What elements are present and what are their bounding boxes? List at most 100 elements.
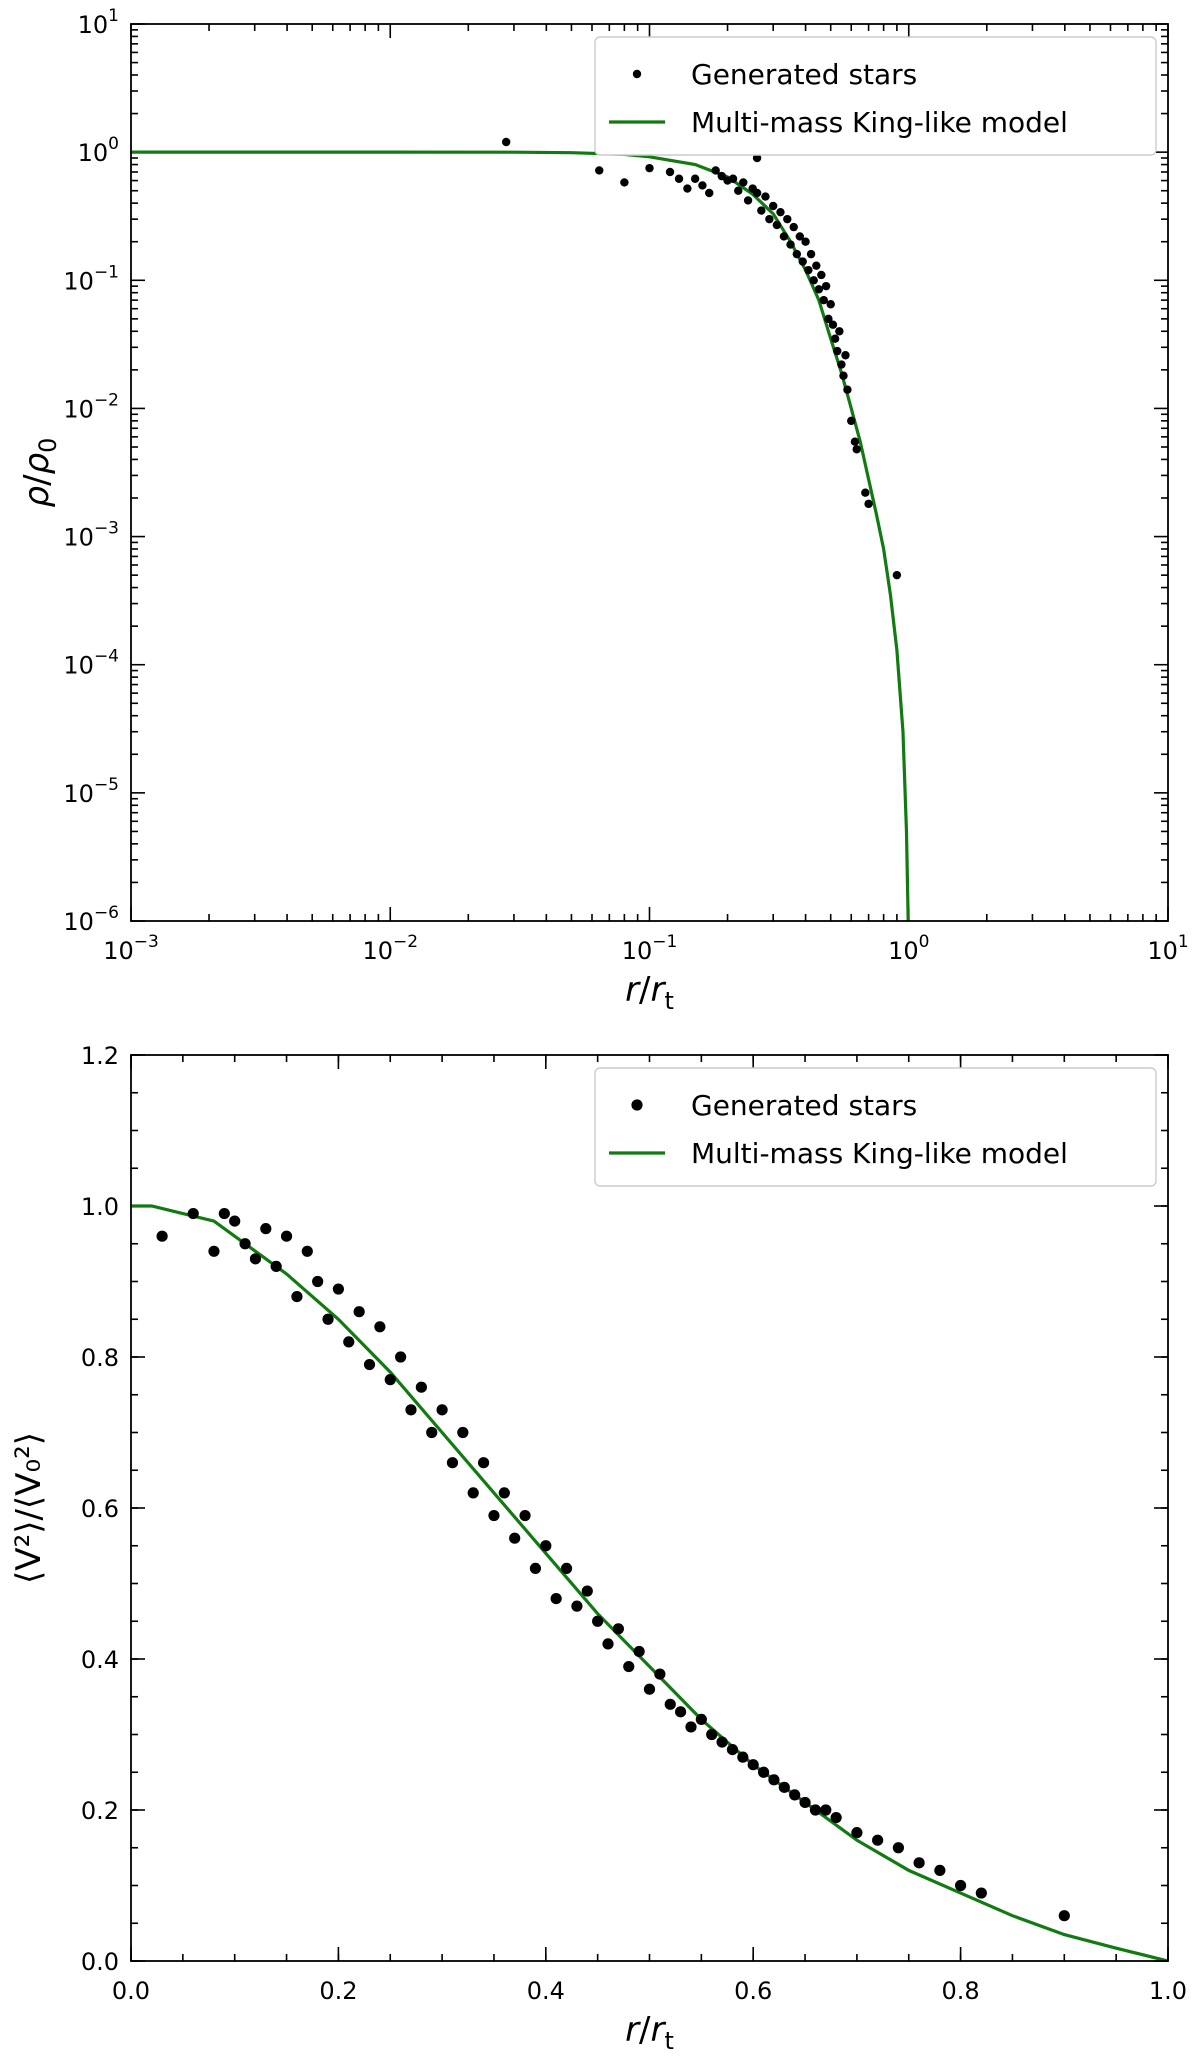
plot-area bbox=[131, 1204, 1168, 1961]
star-point bbox=[768, 201, 778, 211]
star-point bbox=[156, 1230, 168, 1242]
star-point bbox=[795, 232, 805, 241]
star-point bbox=[841, 351, 850, 360]
star-point bbox=[249, 1253, 262, 1265]
star-point bbox=[363, 1358, 376, 1371]
y-tick-label: 10−5 bbox=[63, 775, 119, 808]
star-point bbox=[726, 1744, 739, 1756]
star-point bbox=[280, 1230, 293, 1242]
star-point bbox=[734, 186, 743, 195]
star-point bbox=[602, 1638, 614, 1650]
star-point bbox=[835, 327, 844, 336]
star-point bbox=[322, 1313, 334, 1325]
legend-marker-icon bbox=[631, 1099, 643, 1111]
star-point bbox=[187, 1207, 199, 1220]
star-point bbox=[705, 188, 714, 198]
star-point bbox=[817, 270, 826, 280]
y-tick-label: 1.2 bbox=[81, 1042, 119, 1070]
star-point bbox=[789, 222, 798, 232]
star-point bbox=[757, 1766, 770, 1778]
star-point bbox=[550, 1593, 562, 1605]
star-point bbox=[799, 1796, 811, 1809]
star-point bbox=[934, 1864, 946, 1876]
star-point bbox=[343, 1336, 355, 1348]
star-point bbox=[772, 220, 782, 230]
star-point bbox=[768, 1774, 780, 1786]
star-point bbox=[779, 232, 789, 241]
legend-label: Multi-mass King-like model bbox=[691, 1137, 1068, 1170]
star-point bbox=[812, 261, 821, 270]
star-point bbox=[571, 1600, 583, 1612]
star-point bbox=[560, 1562, 573, 1574]
star-point bbox=[260, 1223, 272, 1235]
star-point bbox=[783, 214, 792, 224]
legend-box bbox=[594, 1067, 1157, 1187]
y-axis-label: ⟨V²⟩/⟨V₀²⟩ bbox=[9, 1432, 49, 1584]
star-point bbox=[847, 416, 856, 426]
star-point bbox=[519, 1509, 531, 1522]
legend-box bbox=[594, 36, 1157, 156]
x-axis-label: r/rt bbox=[625, 2010, 674, 2055]
star-point bbox=[801, 237, 810, 246]
star-point bbox=[824, 314, 833, 324]
y-tick-label: 101 bbox=[78, 6, 119, 39]
star-point bbox=[752, 188, 762, 198]
star-point bbox=[839, 371, 848, 380]
star-point bbox=[828, 320, 838, 329]
star-point bbox=[592, 1615, 604, 1627]
legend-label: Multi-mass King-like model bbox=[691, 106, 1068, 139]
y-tick-label: 10−2 bbox=[63, 390, 119, 423]
y-tick-label: 100 bbox=[78, 134, 119, 167]
star-point bbox=[892, 1842, 904, 1854]
star-point bbox=[664, 1698, 676, 1710]
star-point bbox=[706, 1728, 718, 1741]
density-profile-panel: 10−3 10−2 10−1 100 101 10−6 10−5 10−4 10−3 10−2 10… bbox=[17, 6, 1189, 1015]
star-point bbox=[395, 1351, 407, 1363]
star-point bbox=[229, 1215, 241, 1227]
velocity-dispersion-panel: 0.0 0.2 0.4 0.6 0.8 1.0 0.0 0.2 0.4 0.6 0.8 1.0 1.2 G… bbox=[9, 1042, 1187, 2055]
star-point bbox=[843, 385, 852, 394]
star-point bbox=[955, 1879, 967, 1892]
star-point bbox=[792, 249, 802, 259]
star-point bbox=[623, 1660, 635, 1673]
star-point bbox=[501, 137, 511, 147]
star-point bbox=[312, 1275, 324, 1288]
star-point bbox=[498, 1487, 510, 1499]
star-point bbox=[509, 1532, 521, 1544]
star-point bbox=[752, 153, 762, 163]
star-point bbox=[737, 1751, 749, 1763]
x-tick-label: 1.0 bbox=[1149, 1977, 1187, 2005]
star-point bbox=[913, 1857, 925, 1869]
star-point bbox=[208, 1245, 220, 1257]
star-point bbox=[612, 1623, 624, 1635]
star-point bbox=[675, 1706, 687, 1718]
star-point bbox=[739, 178, 748, 187]
star-point bbox=[695, 1713, 707, 1725]
star-point bbox=[743, 196, 753, 205]
y-tick-label: 0.0 bbox=[81, 1948, 119, 1976]
star-point bbox=[820, 1804, 832, 1816]
star-point bbox=[301, 1245, 313, 1257]
star-point bbox=[665, 167, 675, 177]
star-point bbox=[789, 1789, 801, 1801]
star-point bbox=[809, 276, 818, 285]
legend-label: Generated stars bbox=[691, 58, 917, 91]
star-point bbox=[806, 249, 816, 259]
legend: Generated stars Multi-mass King-like mode… bbox=[594, 36, 1157, 156]
star-point bbox=[761, 192, 770, 201]
star-point bbox=[728, 174, 738, 183]
star-point bbox=[595, 166, 604, 175]
y-tick-label: 10−6 bbox=[63, 903, 119, 936]
star-point bbox=[757, 206, 766, 215]
x-tick-label: 10−2 bbox=[362, 932, 418, 965]
x-tick-label: 101 bbox=[1147, 932, 1188, 965]
star-point bbox=[690, 174, 700, 183]
model-line bbox=[131, 1204, 1168, 1961]
star-point bbox=[892, 570, 902, 580]
star-point bbox=[717, 171, 726, 181]
star-point bbox=[353, 1306, 365, 1318]
y-tick-label: 0.8 bbox=[81, 1344, 119, 1372]
star-point bbox=[426, 1426, 438, 1439]
